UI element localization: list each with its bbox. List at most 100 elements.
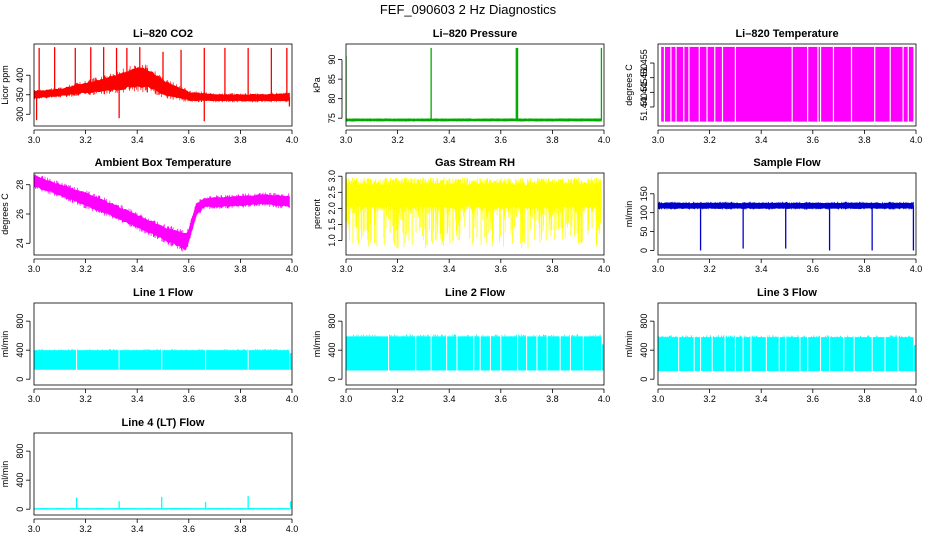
plot-frame [33,43,293,127]
plot-area [659,46,914,122]
y-tick-label: 400 [15,473,25,488]
y-tick-label: 90 [327,55,337,65]
y-tick-label: 0 [639,248,649,253]
page-title: FEF_090603 2 Hz Diagnostics [379,2,557,17]
x-tick-label: 3.2 [703,264,716,274]
x-axis: 3.0 3.2 3.4 3.6 3.8 4.0 [340,129,611,145]
x-tick-label: 3.4 [131,135,144,145]
x-tick-label: 3.4 [443,135,456,145]
x-tick-label: 3.6 [495,264,508,274]
x-axis: 3.0 3.2 3.4 3.6 3.8 4.0 [28,388,298,404]
series-excursions [346,177,601,249]
plot-area [34,47,291,122]
y-axis-label: degrees C [0,193,10,235]
y-tick-label: 2.5 [327,186,337,199]
y-tick-label: 400 [639,343,649,358]
chart-title: Li–820 CO2 [133,28,193,40]
y-tick-label: 1.0 [327,234,337,247]
line3-flow-chart: Line 3 Flow ml/min 3.0 3.2 3.4 3.6 3.8 4.0 0 400 8… [624,287,923,404]
y-tick-label: 400 [15,68,25,83]
y-axis: 75 80 85 90 [327,55,343,123]
x-tick-label: 3.6 [495,394,508,404]
y-axis: 24 26 28 [15,180,31,248]
plot-area [34,174,290,252]
chart-title: Line 4 (LT) Flow [122,417,205,429]
x-tick-label: 3.6 [807,394,820,404]
y-axis: 1.0 1.5 2.0 2.5 3.0 [327,170,343,247]
x-tick-label: 3.4 [755,394,768,404]
x-axis: 3.0 3.2 3.4 3.6 3.8 4.0 [28,258,298,274]
x-tick-label: 3.0 [28,524,41,534]
series-noise [34,174,290,252]
x-tick-label: 3.4 [443,264,456,274]
x-tick-label: 3.4 [131,524,144,534]
x-tick-label: 3.2 [79,524,92,534]
co2-chart: Li–820 CO2 Licor ppm 3.0 3.2 3.4 3.6 3.8 4.0 300… [0,28,298,145]
x-tick-label: 4.0 [286,524,299,534]
x-axis: 3.0 3.2 3.4 3.6 3.8 4.0 [28,129,298,145]
x-tick-label: 3.6 [183,394,196,404]
x-tick-label: 3.0 [28,135,41,145]
plot-frame [657,43,917,127]
y-tick-label: 75 [327,113,337,123]
plot-frame [33,432,293,516]
x-tick-label: 3.8 [546,135,559,145]
y-axis-label: ml/min [0,461,10,488]
x-tick-label: 3.0 [340,394,353,404]
plot-frame [345,302,605,386]
y-axis: 0 400 800 [639,314,655,382]
y-tick-label: 24 [15,238,25,248]
x-tick-label: 3.6 [495,135,508,145]
x-tick-label: 3.8 [858,264,871,274]
y-tick-label: 0 [639,377,649,382]
plot-frame [657,302,917,386]
x-tick-label: 3.0 [340,135,353,145]
x-tick-label: 3.2 [391,264,404,274]
x-tick-label: 4.0 [910,135,923,145]
y-axis-label: degrees C [624,64,634,106]
y-axis-label: kPa [312,77,322,93]
x-axis: 3.0 3.2 3.4 3.6 3.8 4.0 [28,518,299,534]
x-tick-label: 3.6 [183,264,196,274]
x-tick-label: 4.0 [598,135,611,145]
plot-frame [33,172,293,256]
x-tick-label: 3.4 [755,135,768,145]
y-tick-label: 80 [327,94,337,104]
chart-title: Ambient Box Temperature [95,157,232,169]
plot-frame [657,172,917,256]
x-tick-label: 4.0 [910,394,923,404]
y-tick-label: 800 [15,444,25,459]
x-tick-label: 3.2 [391,394,404,404]
y-tick-label: 3.0 [327,170,337,183]
y-axis-label: ml/min [312,331,322,358]
y-tick-label: 400 [327,343,337,358]
y-axis: 0 400 800 [327,314,343,382]
y-tick-label: 100 [639,205,649,220]
y-axis-label: ml/min [624,331,634,358]
y-tick-label: 350 [15,87,25,102]
x-tick-label: 3.6 [183,135,196,145]
y-tick-label: 50 [639,227,649,237]
plot-area [346,177,602,249]
line2-flow-chart: Line 2 Flow ml/min 3.0 3.2 3.4 3.6 3.8 4.0 0 400 8… [312,287,611,404]
x-tick-label: 3.8 [546,264,559,274]
y-tick-label: 51.455 [639,49,649,77]
y-axis: 0 400 800 [15,314,31,382]
x-tick-label: 4.0 [910,264,923,274]
x-tick-label: 4.0 [598,394,611,404]
y-axis-label: Licor ppm [0,65,10,105]
y-tick-label: 26 [15,209,25,219]
x-tick-label: 3.0 [652,394,665,404]
x-tick-label: 3.4 [755,264,768,274]
sample-flow-chart: Sample Flow ml/min 3.0 3.2 3.4 3.6 3.8 4.0 0 50 10… [624,157,923,274]
plot-area [658,201,915,251]
x-tick-label: 3.2 [79,394,92,404]
y-tick-label: 51.450 [639,64,649,92]
y-tick-label: 0 [15,507,25,512]
y-tick-label: 51.445 [639,79,649,107]
plot-area [34,496,292,510]
chart-title: Line 1 Flow [133,287,193,299]
series-noise [34,64,290,103]
y-axis: 0 50 100 150 [639,186,655,253]
